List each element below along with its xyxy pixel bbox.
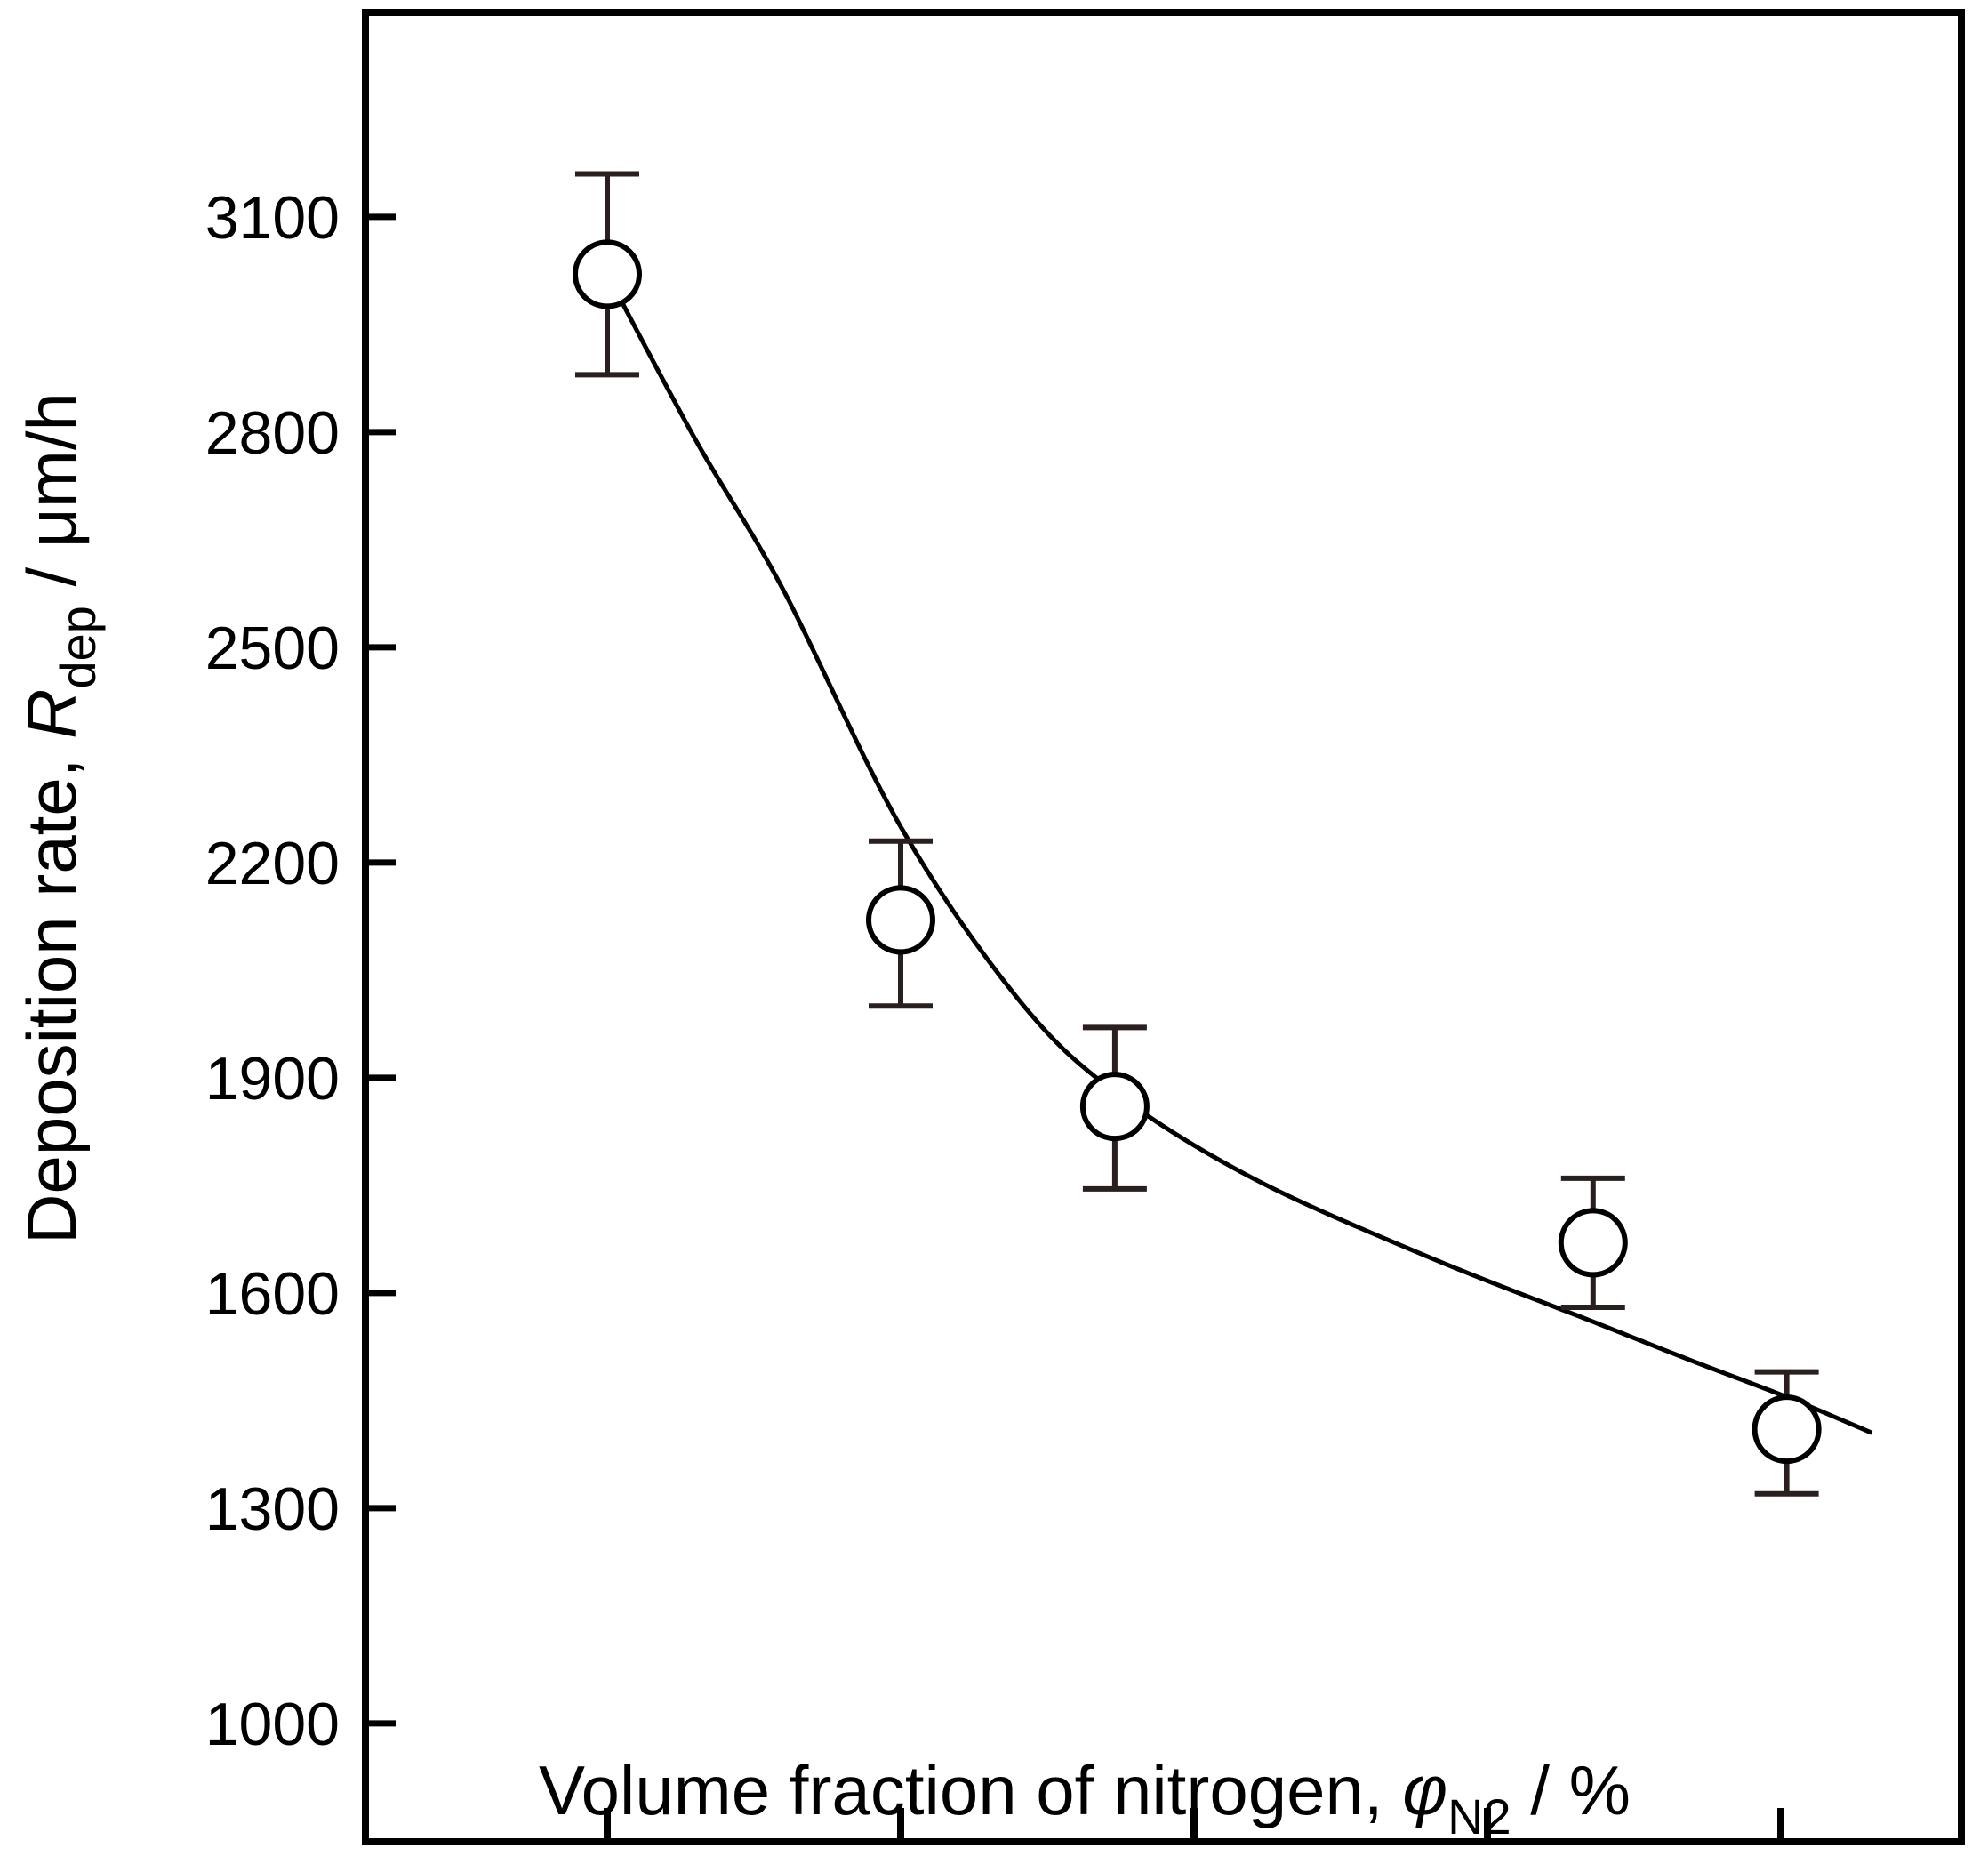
data-point-2 xyxy=(1079,1072,1150,1142)
x-axis-title: Volume fraction of nitrogen, φN2 / % xyxy=(539,1751,1631,1844)
fit-curve-layer xyxy=(605,273,1873,1435)
error-bars-layer xyxy=(575,171,1819,1497)
data-point-4 xyxy=(1752,1394,1822,1465)
data-point-3 xyxy=(1558,1208,1628,1278)
plot-frame xyxy=(362,9,1965,1845)
y-tick-label-2800: 2800 xyxy=(205,399,340,467)
x-axis-ticks: 05102030 xyxy=(604,1808,1784,1842)
y-tick-label-1300: 1300 xyxy=(205,1475,340,1543)
y-axis-ticks: 1000 1300 1600 1900 2200 2500 2800 3100 xyxy=(205,184,396,1758)
data-points-layer xyxy=(573,239,1822,1465)
data-point-1 xyxy=(866,885,935,955)
y-tick-label-1900: 1900 xyxy=(205,1045,340,1113)
y-tick-label-2200: 2200 xyxy=(205,830,340,897)
fit-curve xyxy=(605,273,1873,1435)
y-tick-label-1000: 1000 xyxy=(205,1691,340,1758)
y-tick-label-3100: 3100 xyxy=(205,184,340,252)
y-axis-title: Deposition rate, Rdep / μm/h xyxy=(12,392,106,1244)
y-tick-label-2500: 2500 xyxy=(205,615,340,682)
y-tick-label-1600: 1600 xyxy=(205,1260,340,1328)
data-point-0 xyxy=(573,239,642,309)
